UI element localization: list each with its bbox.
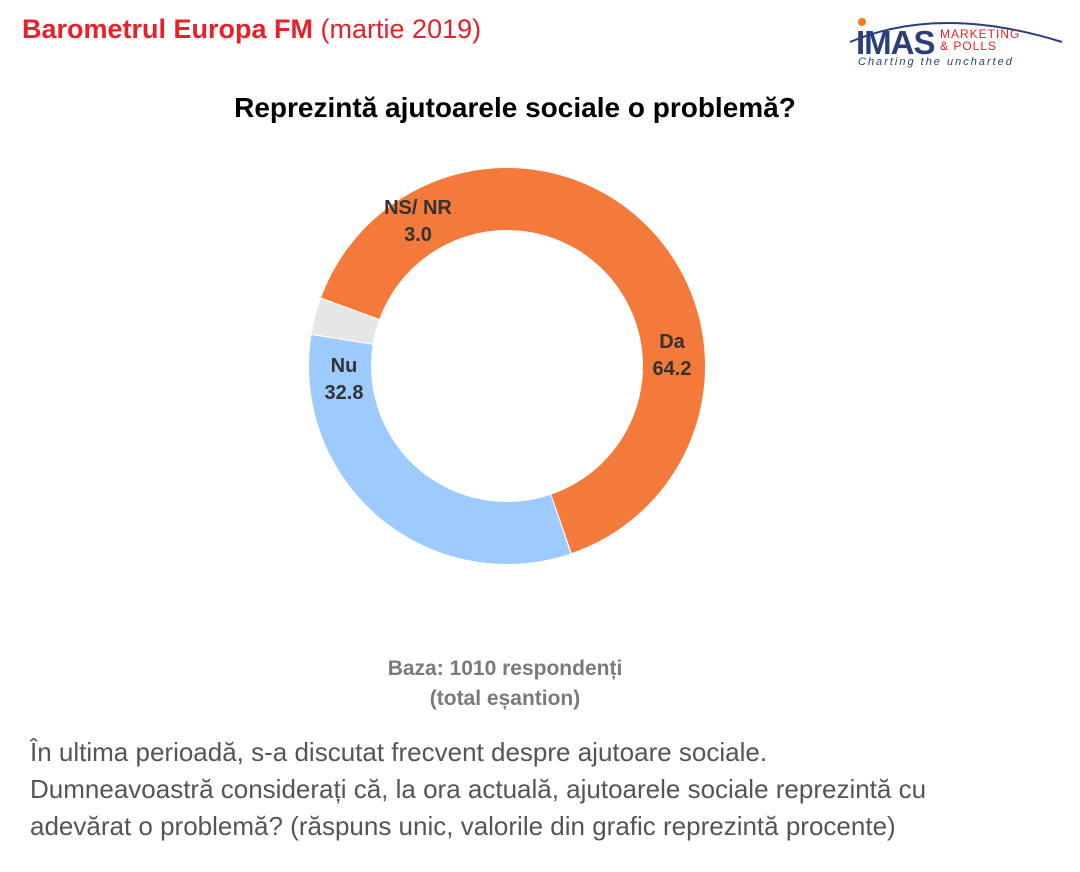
logo-subtitle-line2: & POLLS: [940, 39, 998, 53]
logo-dot-icon: [858, 18, 866, 26]
slice-label-value: 64.2: [653, 358, 692, 380]
slice-label-name: NS/ NR: [384, 197, 452, 219]
slice-label-value: 3.0: [404, 224, 432, 246]
logo-swoosh-icon: [849, 22, 1063, 43]
sample-base-line1: Baza: 1010 respondenți: [387, 657, 623, 680]
report-date: (martie 2019): [320, 14, 482, 44]
slice-label-name: Da: [659, 331, 685, 353]
logo-subtitle: MARKETING & POLLS: [940, 28, 1020, 52]
slice-label-value: 32.8: [325, 382, 364, 404]
imas-logo: IMAS MARKETING & POLLS Charting the unch…: [830, 12, 1070, 72]
survey-question-line3: adevărat o problemă? (răspuns unic, valo…: [30, 811, 896, 841]
sample-base-note: Baza: 1010 respondenți (total eșantion): [330, 654, 680, 714]
donut-slice-ns-nr: [311, 298, 380, 344]
logo-subtitle-line1: MARKETING: [940, 27, 1021, 41]
survey-question-line1: În ultima perioadă, s-a discutat frecven…: [30, 737, 768, 767]
donut-slice-nu: [309, 335, 571, 564]
chart-title: Reprezintă ajutoarele sociale o problemă…: [234, 92, 796, 123]
survey-question: În ultima perioadă, s-a discutat frecven…: [30, 734, 1070, 845]
donut-slice-da: [321, 168, 706, 554]
report-header: Barometrul Europa FM (martie 2019): [22, 14, 481, 45]
report-title: Barometrul Europa FM: [22, 14, 314, 44]
logo-tagline: Charting the uncharted: [858, 56, 1014, 68]
sample-base-line2: (total eșantion): [429, 687, 581, 710]
survey-question-line2: Dumneavoastră considerați că, la ora act…: [30, 774, 927, 804]
slice-label-name: Nu: [331, 355, 358, 377]
logo-name: IMAS: [856, 24, 935, 61]
